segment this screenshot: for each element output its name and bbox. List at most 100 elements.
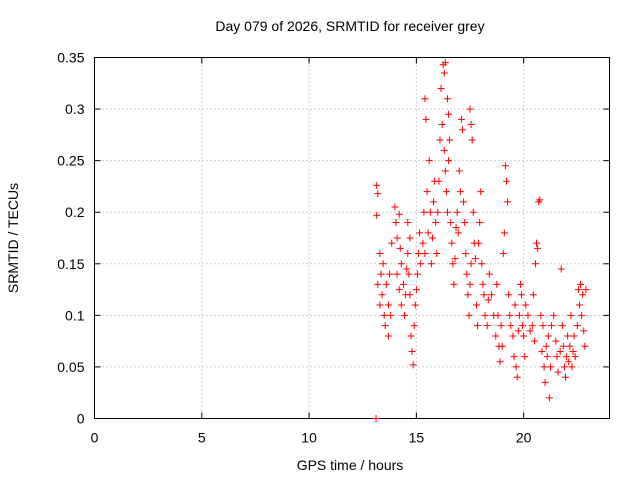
- data-point: [462, 249, 470, 257]
- data-point: [570, 332, 578, 340]
- data-point: [516, 280, 524, 288]
- data-point: [408, 347, 416, 355]
- plot-frame: [94, 57, 610, 419]
- data-point: [419, 239, 427, 247]
- data-point: [425, 157, 433, 165]
- data-point: [466, 280, 474, 288]
- data-point: [474, 322, 482, 330]
- data-point: [557, 265, 565, 273]
- grid-lines: [94, 57, 610, 419]
- data-point: [550, 311, 558, 319]
- data-point: [510, 353, 518, 361]
- data-point: [531, 260, 539, 268]
- data-point: [393, 234, 401, 242]
- data-point: [381, 322, 389, 330]
- data-point: [504, 198, 512, 206]
- data-point: [476, 219, 484, 227]
- data-point: [446, 136, 454, 144]
- data-point: [580, 327, 588, 335]
- data-point: [578, 311, 586, 319]
- data-point: [432, 219, 440, 227]
- data-point: [445, 157, 453, 165]
- data-point: [415, 249, 423, 257]
- data-point: [553, 353, 561, 361]
- data-point: [409, 361, 417, 369]
- data-points: [372, 59, 590, 422]
- data-point: [406, 291, 414, 299]
- data-point: [397, 260, 405, 268]
- y-tick-label: 0.15: [57, 256, 84, 272]
- data-point: [384, 332, 392, 340]
- data-point: [539, 322, 547, 330]
- data-point: [507, 322, 515, 330]
- data-point: [519, 322, 527, 330]
- data-point: [511, 301, 519, 309]
- data-point: [500, 229, 508, 237]
- data-point: [560, 363, 568, 371]
- data-point: [567, 311, 575, 319]
- data-point: [564, 332, 572, 340]
- data-point: [568, 363, 576, 371]
- data-point: [406, 234, 414, 242]
- data-point: [552, 337, 560, 345]
- data-point: [492, 332, 500, 340]
- data-point: [575, 301, 583, 309]
- data-point: [477, 188, 485, 196]
- y-tick-label: 0.3: [65, 101, 85, 117]
- data-point: [374, 190, 382, 198]
- data-point: [448, 239, 456, 247]
- data-point: [481, 311, 489, 319]
- data-point: [463, 270, 471, 278]
- data-point: [405, 270, 413, 278]
- data-point: [386, 270, 394, 278]
- data-point: [440, 69, 448, 77]
- data-point: [503, 177, 510, 185]
- data-point: [404, 219, 412, 227]
- data-point: [452, 224, 460, 232]
- data-point: [530, 337, 538, 345]
- data-point: [471, 255, 479, 263]
- data-point: [436, 136, 444, 144]
- data-point: [465, 311, 473, 319]
- x-tick-label: 20: [516, 430, 532, 446]
- data-point: [540, 363, 548, 371]
- data-point: [433, 249, 441, 257]
- y-tick-label: 0: [77, 411, 85, 427]
- data-point: [533, 239, 541, 247]
- data-point: [461, 219, 469, 227]
- data-point: [478, 260, 486, 268]
- data-point: [380, 311, 388, 319]
- y-tick-label: 0.1: [65, 307, 85, 323]
- data-point: [484, 296, 492, 304]
- data-point: [512, 363, 520, 371]
- data-point: [467, 121, 475, 129]
- data-point: [450, 280, 458, 288]
- data-point: [440, 146, 448, 154]
- data-point: [423, 188, 431, 196]
- data-point: [556, 347, 564, 355]
- data-point: [483, 322, 491, 330]
- data-point: [420, 208, 428, 216]
- data-point: [388, 239, 396, 247]
- data-point: [421, 249, 429, 257]
- data-point: [485, 270, 493, 278]
- x-tick-label: 15: [409, 430, 425, 446]
- data-point: [387, 311, 395, 319]
- data-point: [460, 198, 468, 206]
- data-point: [449, 260, 457, 268]
- data-point: [416, 229, 424, 237]
- data-point: [401, 311, 409, 319]
- data-point: [529, 291, 537, 299]
- data-point: [579, 291, 587, 299]
- data-point: [395, 210, 403, 218]
- data-point: [562, 373, 570, 381]
- data-point: [537, 311, 545, 319]
- y-tick-label: 0.05: [57, 359, 84, 375]
- data-point: [377, 270, 385, 278]
- data-point: [391, 203, 399, 211]
- data-point: [447, 219, 455, 227]
- data-point: [514, 327, 522, 335]
- data-point: [438, 121, 446, 129]
- data-point: [459, 126, 467, 134]
- data-point: [374, 280, 382, 288]
